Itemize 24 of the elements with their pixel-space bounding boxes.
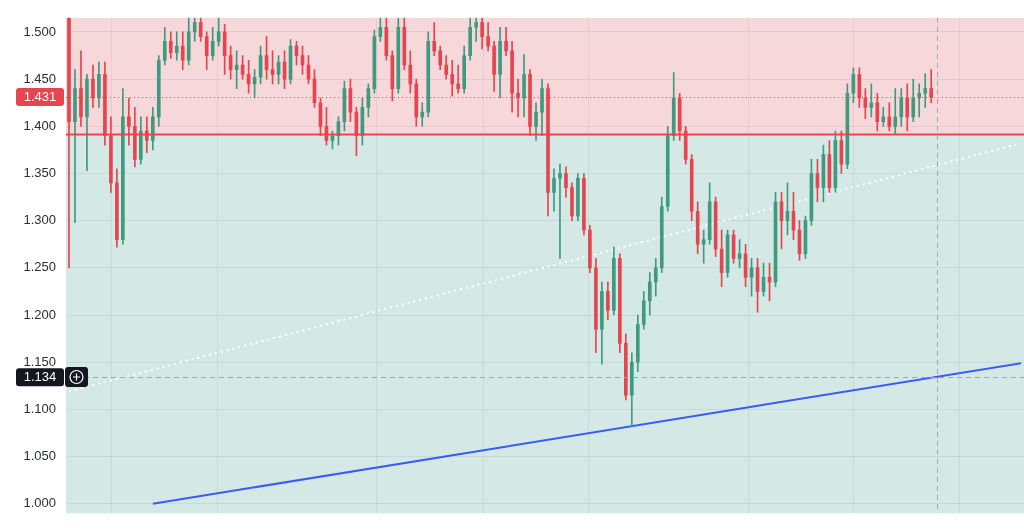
candlestick [917,83,922,118]
candlestick [893,88,898,135]
candlestick [174,31,179,61]
candlestick [73,69,77,223]
y-tick-label: 1.500 [23,23,56,39]
y-tick-label: 1.050 [23,448,56,464]
candlestick [420,102,425,127]
y-tick-label: 1.000 [23,495,56,511]
y-tick-label: 1.450 [23,70,56,86]
y-tick-label: 1.300 [23,212,56,228]
candlestick [881,107,886,127]
y-tick-label: 1.400 [23,117,56,133]
y-tick-label: 1.150 [23,353,56,369]
candlestick [558,163,562,259]
candlestick [869,83,874,118]
y-tick-label: 1.100 [23,400,56,416]
ref-line-label: 1.134 [23,369,57,385]
y-tick-label: 1.350 [23,165,56,181]
y-tick-label: 1.200 [23,306,56,322]
candlestick [456,64,461,94]
candlestick [923,73,928,108]
ref-line-label: 1.431 [23,89,57,105]
candlestick [474,17,478,42]
y-tick-label: 1.250 [23,259,56,275]
